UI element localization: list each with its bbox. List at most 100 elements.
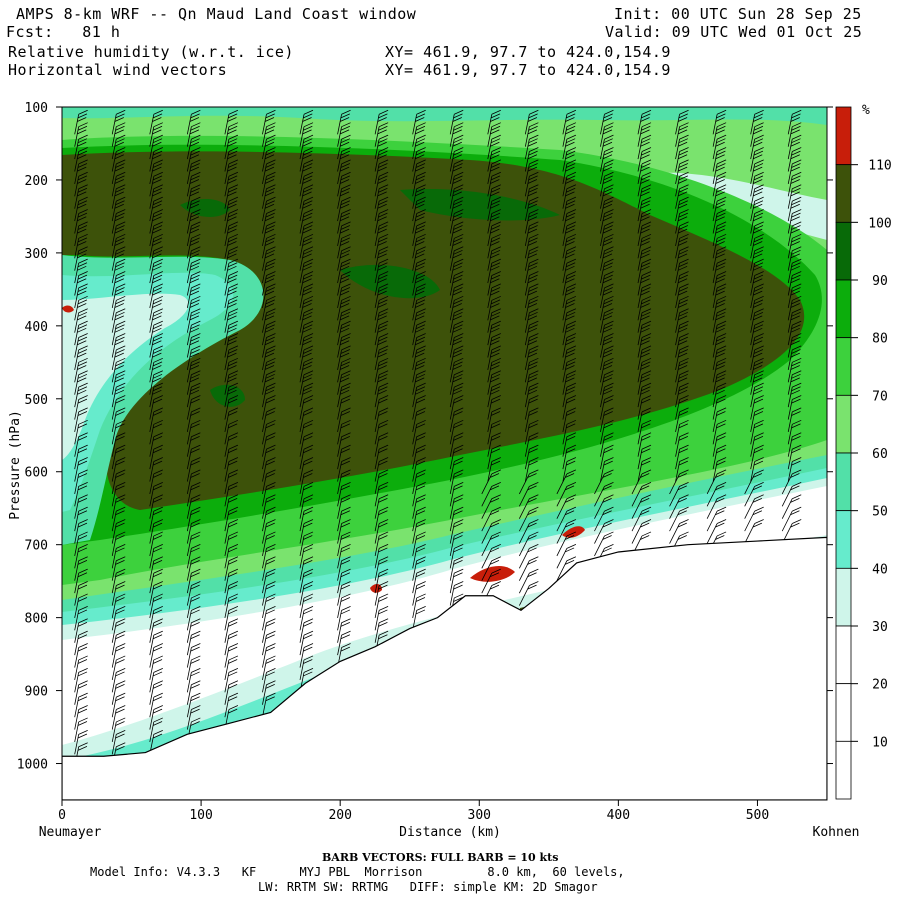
colorbar-label: 90 <box>872 274 888 289</box>
wind-barb <box>74 122 88 147</box>
wind-barb <box>74 184 88 209</box>
wind-barb <box>412 196 426 222</box>
wind-barb <box>787 308 802 333</box>
wind-barb <box>374 147 389 172</box>
wind-barb <box>299 494 314 519</box>
wind-barb <box>412 457 426 482</box>
wind-barb <box>111 717 126 743</box>
wind-barb <box>787 370 802 395</box>
wind-barb <box>449 519 464 544</box>
wind-barb <box>149 209 163 234</box>
colorbar-swatch <box>835 625 852 685</box>
wind-barb <box>186 655 201 681</box>
wind-barb <box>600 419 614 445</box>
wind-barb <box>262 643 276 668</box>
wind-barb <box>224 308 239 333</box>
wind-barb <box>374 556 389 581</box>
wind-barb <box>337 308 351 333</box>
wind-barb <box>712 432 727 457</box>
wind-barb <box>524 209 539 234</box>
wind-barb <box>262 407 276 432</box>
wind-barb <box>149 196 163 222</box>
wind-barb <box>149 655 163 681</box>
wind-barb <box>262 221 276 246</box>
wind-barb <box>562 283 577 308</box>
wind-barb <box>412 395 426 420</box>
wind-barb <box>787 382 802 408</box>
wind-barb <box>149 568 163 594</box>
wind-barb <box>675 308 689 333</box>
wind-barb <box>487 184 501 209</box>
wind-barb <box>712 370 727 395</box>
wind-barb <box>750 419 764 445</box>
wind-barb <box>74 543 88 569</box>
wind-barb <box>562 246 577 271</box>
rh-supersat-4 <box>62 305 74 313</box>
wind-barb <box>149 717 163 743</box>
wind-barb <box>111 357 126 383</box>
wind-barb <box>186 196 201 222</box>
wind-barb <box>74 481 88 507</box>
wind-barb <box>186 221 201 246</box>
x-tick-label: 300 <box>468 808 491 823</box>
wind-barb <box>337 457 351 482</box>
wind-barb <box>111 506 126 532</box>
wind-barb <box>412 519 426 544</box>
wind-barb <box>487 382 501 408</box>
x-tick-label: 400 <box>607 808 630 823</box>
wind-barb <box>74 209 88 234</box>
wind-barb <box>337 581 351 606</box>
wind-barb <box>412 271 426 296</box>
wind-barb <box>524 196 539 222</box>
wind-barb <box>224 370 239 395</box>
wind-barb <box>787 209 802 234</box>
wind-barb <box>186 171 201 197</box>
wind-barb <box>149 382 163 408</box>
wind-barb <box>481 506 501 532</box>
wind-barb <box>337 506 351 532</box>
wind-barb <box>74 729 88 755</box>
wind-barb <box>224 184 239 209</box>
y-tick-label: 700 <box>25 539 48 554</box>
wind-barb <box>637 184 652 209</box>
wind-barb <box>481 568 501 594</box>
wind-barb <box>750 308 764 333</box>
wind-barb <box>149 308 163 333</box>
wind-barb <box>224 692 239 718</box>
wind-barb <box>111 593 126 619</box>
wind-barb <box>712 246 727 271</box>
wind-barb <box>111 519 126 544</box>
wind-barb <box>149 667 163 693</box>
wind-barb <box>675 395 689 420</box>
wind-barb <box>299 419 314 445</box>
wind-barb <box>186 618 201 643</box>
wind-barb <box>524 122 539 147</box>
wind-barb <box>706 494 727 519</box>
wind-barb <box>337 444 351 470</box>
wind-barb <box>374 469 389 495</box>
wind-barb <box>487 345 501 370</box>
wind-barb <box>186 680 201 705</box>
wind-barb <box>449 407 464 432</box>
wind-barb <box>449 320 464 346</box>
wind-barb <box>262 159 276 184</box>
wind-barb <box>449 556 464 581</box>
wind-barb <box>374 159 389 184</box>
wind-barb <box>600 457 614 482</box>
colorbar-swatch <box>835 394 852 454</box>
wind-barb <box>111 233 126 259</box>
wind-barb <box>224 630 239 656</box>
wind-barb <box>600 407 614 432</box>
wind-barb <box>374 370 389 395</box>
wind-barb <box>637 109 652 135</box>
rh-upper-cyan <box>62 107 827 125</box>
wind-barb <box>186 333 201 358</box>
wind-barb <box>74 618 88 643</box>
wind-barb <box>481 494 501 519</box>
wind-barb <box>412 209 426 234</box>
wind-barb <box>374 407 389 432</box>
wind-barb <box>337 147 351 172</box>
wind-barb <box>111 667 126 693</box>
wind-barb <box>149 605 163 631</box>
wind-barb <box>449 457 464 482</box>
